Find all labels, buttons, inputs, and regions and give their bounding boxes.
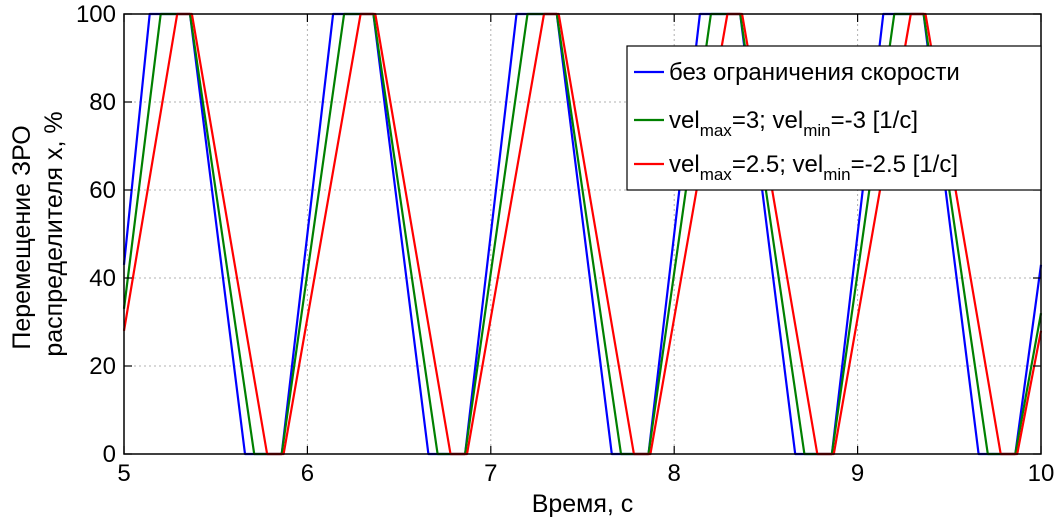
y-tick-label: 0 bbox=[103, 441, 116, 468]
legend-entry-3: velmax=2.5; velmin=-2.5 [1/c] bbox=[669, 151, 958, 184]
x-tick-label: 9 bbox=[851, 460, 864, 487]
plot-frame bbox=[123, 13, 1042, 455]
y-tick-label: 40 bbox=[89, 265, 116, 292]
x-tick-label: 8 bbox=[668, 460, 681, 487]
x-tick-label: 6 bbox=[301, 460, 314, 487]
y-tick-label: 20 bbox=[89, 353, 116, 380]
legend: без ограничения скорости velmax=3; velmin… bbox=[626, 45, 1042, 191]
y-axis-label: Перемещение ЗРО распределителя x, % bbox=[8, 111, 68, 356]
legend-box bbox=[626, 45, 1042, 191]
y-tick-label: 100 bbox=[76, 1, 116, 28]
y-tick-label: 80 bbox=[89, 89, 116, 116]
x-axis-label: Время, с bbox=[532, 490, 634, 518]
legend-entry-2: velmax=3; velmin=-3 [1/c] bbox=[669, 107, 918, 140]
x-tick-label: 7 bbox=[484, 460, 497, 487]
x-tick-label: 5 bbox=[117, 460, 130, 487]
x-tick-label: 10 bbox=[1028, 460, 1055, 487]
legend-entry-1: без ограничения скорости bbox=[669, 59, 960, 86]
y-tick-label: 60 bbox=[89, 177, 116, 204]
y-axis-label-line-1: Перемещение ЗРО bbox=[8, 125, 36, 349]
y-axis-label-line-2: распределителя x, % bbox=[40, 111, 68, 356]
